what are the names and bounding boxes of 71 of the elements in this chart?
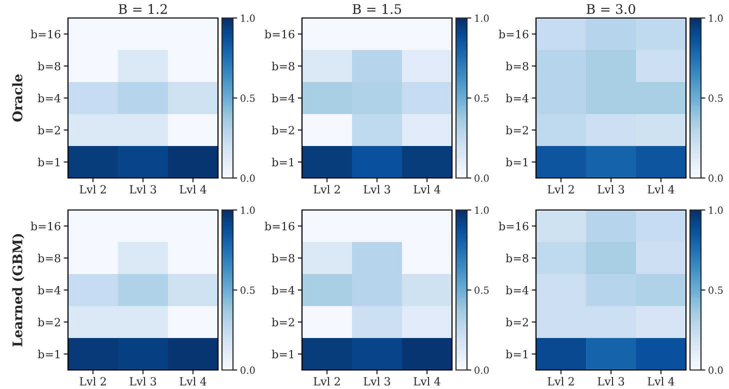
- x-tick-label: Lvl 2: [314, 376, 340, 386]
- chart-title: B = 3.0: [586, 4, 636, 14]
- y-tick-label: b=16: [264, 30, 294, 38]
- y-tick-label: b=8: [506, 254, 528, 262]
- y-tick-label: b=2: [506, 126, 528, 134]
- y-tick-label: b=8: [38, 254, 60, 262]
- x-tick-label: Lvl 3: [130, 376, 156, 386]
- x-tick-label: Lvl 3: [364, 184, 390, 194]
- color-bar-label: 0.5: [474, 286, 489, 294]
- y-tick-label: b=1: [38, 350, 60, 358]
- x-tick-label: Lvl 4: [648, 376, 674, 386]
- y-tick-label: b=8: [38, 62, 60, 70]
- y-tick-label: b=4: [506, 286, 528, 294]
- color-bar-label: 0.5: [708, 94, 723, 102]
- y-tick-label: b=4: [272, 286, 294, 294]
- y-tick-label: b=4: [38, 94, 60, 102]
- chart-title: B = 1.5: [352, 4, 402, 14]
- x-tick-label: Lvl 4: [648, 184, 674, 194]
- color-bar-label: 0.0: [240, 174, 255, 182]
- y-axis-title: Oracle: [12, 74, 22, 122]
- y-tick-label: b=1: [272, 158, 294, 166]
- color-bar-label: 0.0: [708, 174, 723, 182]
- x-tick-label: Lvl 4: [180, 184, 206, 194]
- x-tick-label: Lvl 2: [548, 184, 574, 194]
- color-bar-label: 1.0: [709, 206, 723, 214]
- y-tick-label: b=2: [272, 318, 294, 326]
- y-tick-label: b=16: [30, 30, 60, 38]
- color-bar-label: 1.0: [709, 14, 723, 22]
- x-tick-label: Lvl 3: [598, 184, 624, 194]
- y-tick-label: b=8: [272, 254, 294, 262]
- x-tick-label: Lvl 4: [180, 376, 206, 386]
- color-bar-label: 0.0: [474, 366, 489, 374]
- color-bar-label: 0.0: [474, 174, 489, 182]
- color-bar-label: 1.0: [475, 14, 489, 22]
- y-tick-label: b=8: [272, 62, 294, 70]
- x-tick-label: Lvl 2: [80, 376, 106, 386]
- x-tick-label: Lvl 2: [548, 376, 574, 386]
- color-bar-label: 0.5: [708, 286, 723, 294]
- x-tick-label: Lvl 3: [364, 376, 390, 386]
- y-axis-title: Learned (GBM): [12, 234, 24, 347]
- x-tick-label: Lvl 4: [414, 376, 440, 386]
- color-bar-label: 0.5: [240, 94, 255, 102]
- color-bar-label: 0.0: [708, 366, 723, 374]
- color-bar-label: 0.5: [240, 286, 255, 294]
- y-tick-label: b=4: [38, 286, 60, 294]
- color-bar-label: 0.5: [474, 94, 489, 102]
- y-tick-label: b=4: [272, 94, 294, 102]
- chart-title: B = 1.2: [118, 4, 167, 14]
- y-tick-label: b=2: [38, 318, 60, 326]
- y-tick-label: b=1: [506, 158, 528, 166]
- y-tick-label: b=2: [38, 126, 60, 134]
- x-tick-label: Lvl 2: [80, 184, 106, 194]
- color-bar-label: 1.0: [475, 206, 489, 214]
- y-tick-label: b=1: [272, 350, 294, 358]
- color-bar-label: 0.0: [240, 366, 255, 374]
- y-tick-label: b=8: [506, 62, 528, 70]
- y-tick-label: b=16: [30, 222, 60, 230]
- y-tick-label: b=4: [506, 94, 528, 102]
- y-tick-label: b=2: [272, 126, 294, 134]
- y-tick-label: b=1: [38, 158, 60, 166]
- x-tick-label: Lvl 3: [130, 184, 156, 194]
- y-tick-label: b=16: [498, 222, 528, 230]
- color-bar-label: 1.0: [241, 206, 255, 214]
- y-tick-label: b=2: [506, 318, 528, 326]
- x-tick-label: Lvl 4: [414, 184, 440, 194]
- y-tick-label: b=16: [498, 30, 528, 38]
- x-tick-label: Lvl 2: [314, 184, 340, 194]
- y-tick-label: b=16: [264, 222, 294, 230]
- color-bar-label: 1.0: [241, 14, 255, 22]
- y-tick-label: b=1: [506, 350, 528, 358]
- x-tick-label: Lvl 3: [598, 376, 624, 386]
